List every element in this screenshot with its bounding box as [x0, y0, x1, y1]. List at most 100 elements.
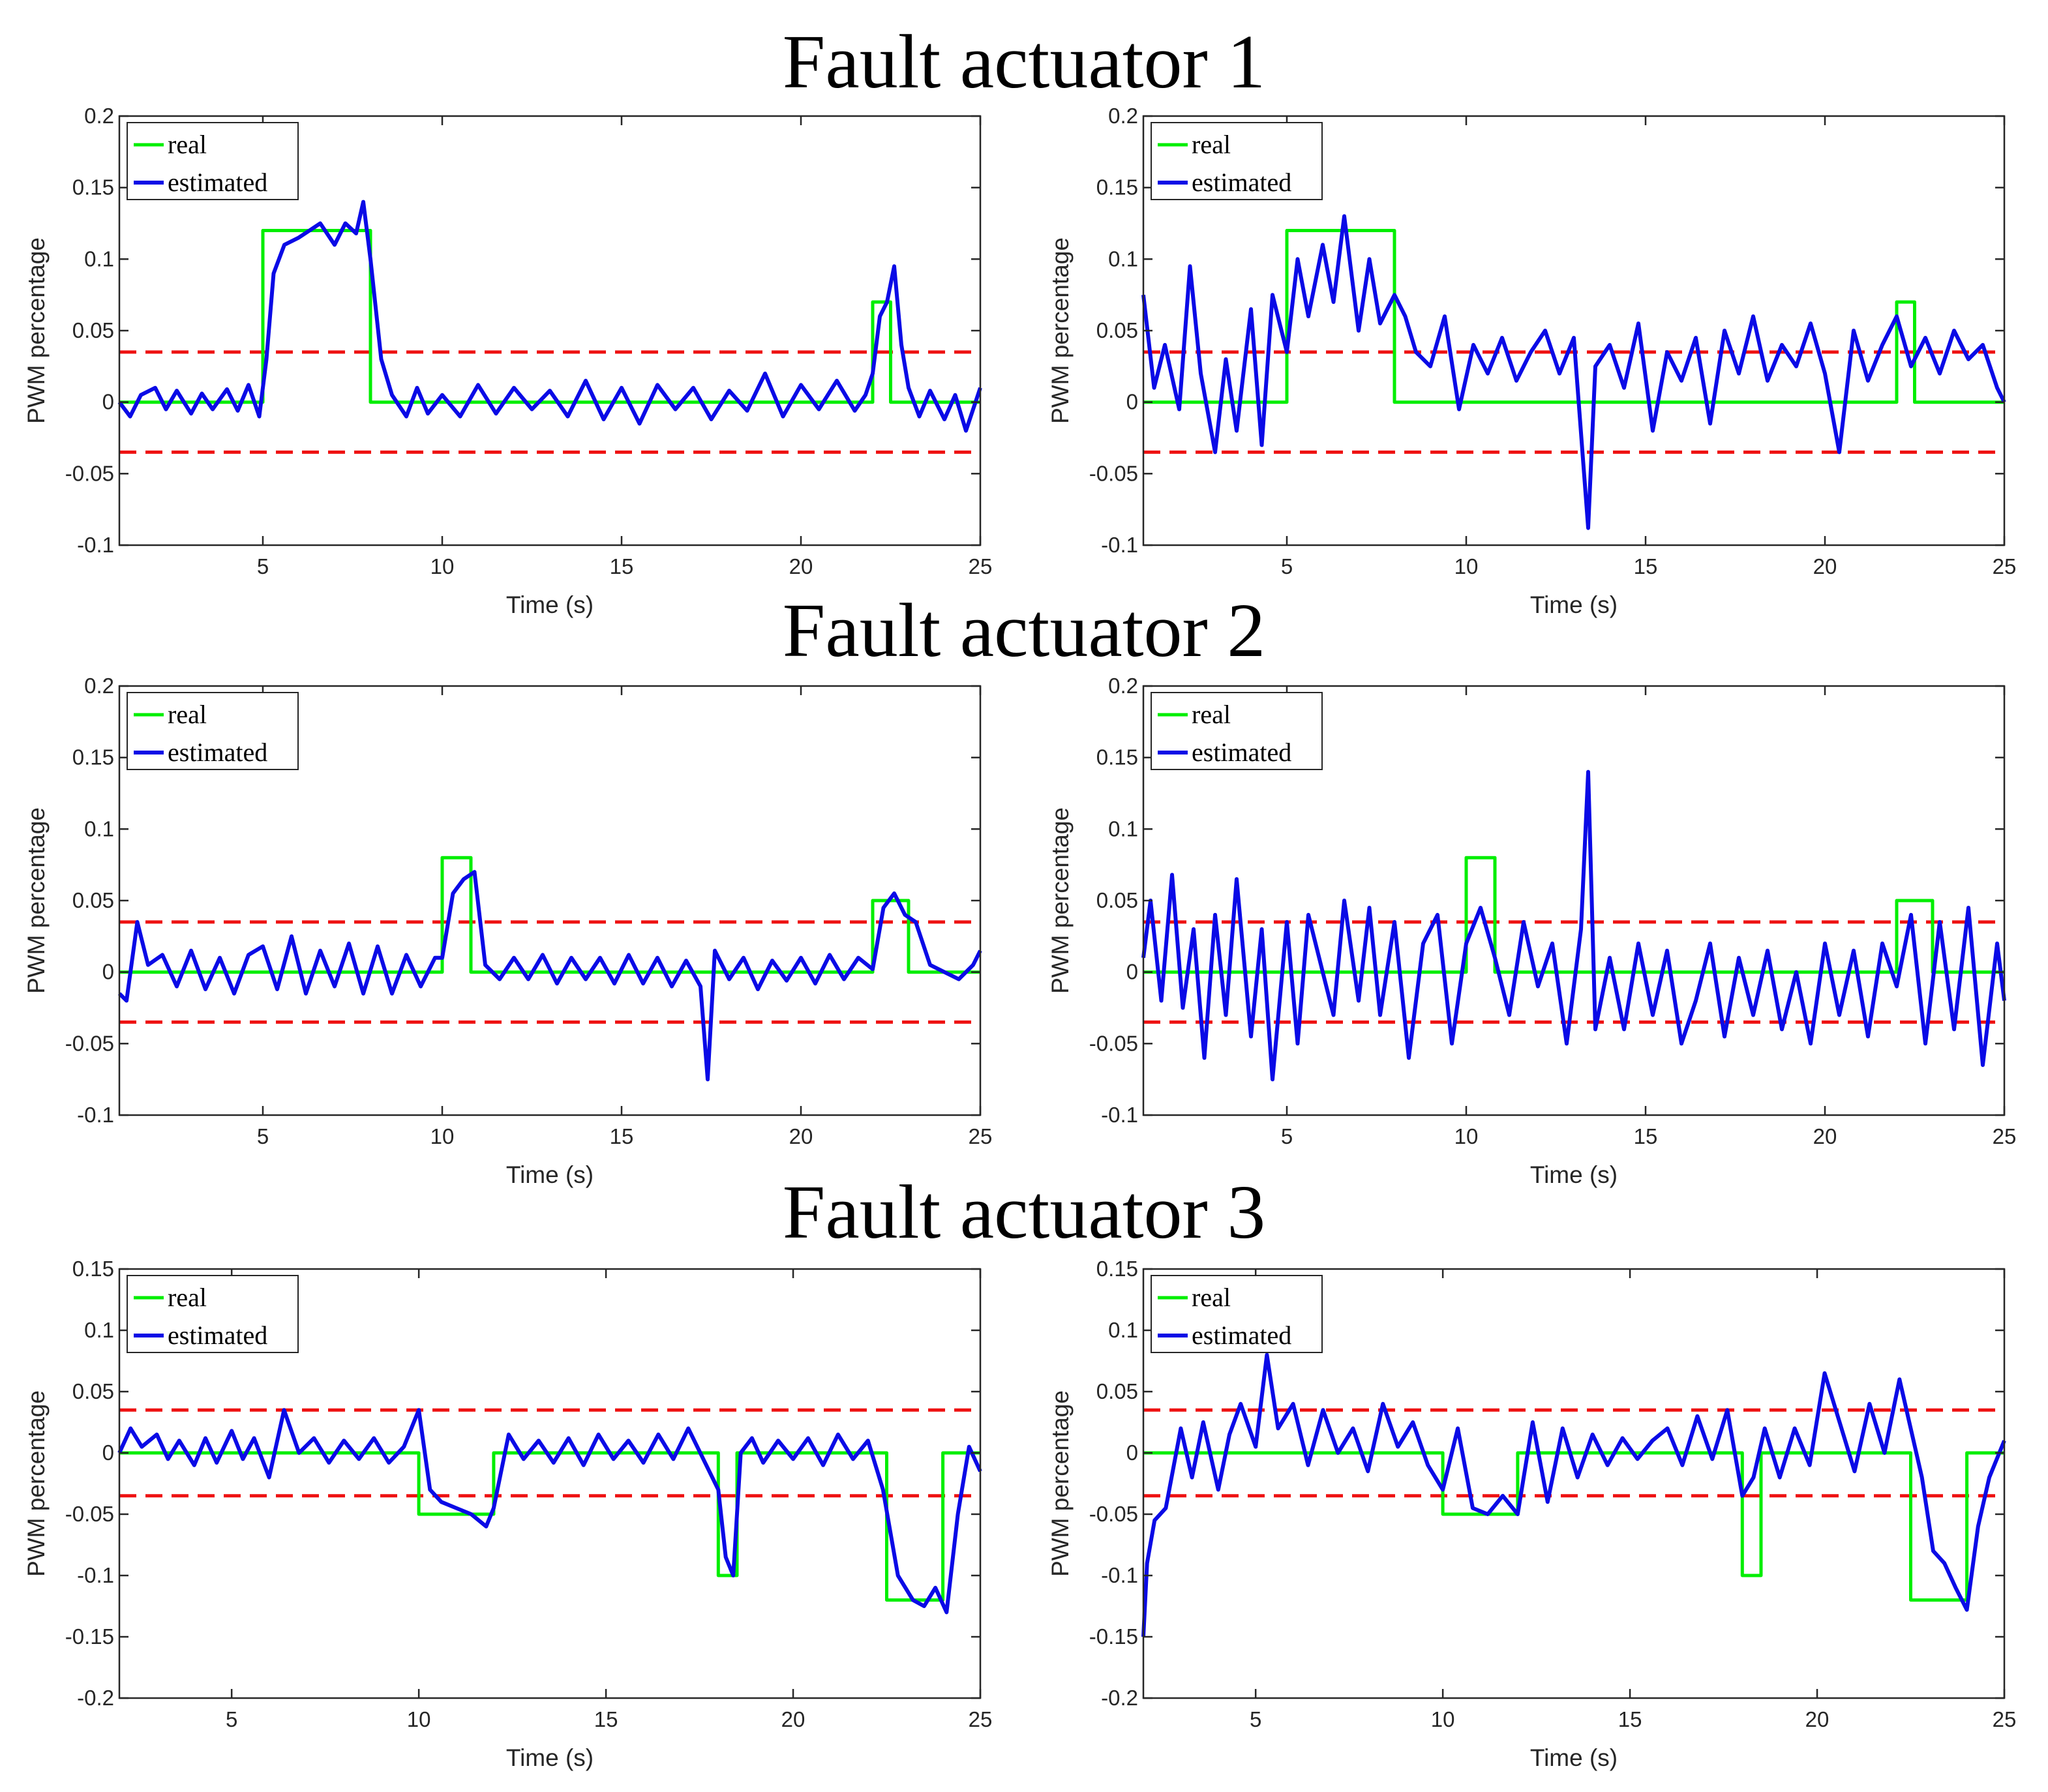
y-tick-label: 0.1 [84, 816, 114, 841]
legend-label-real: real [168, 130, 207, 159]
legend-label-estimated: estimated [168, 1321, 267, 1350]
legend-box [1151, 122, 1323, 200]
series-line-estimated [1141, 1352, 2006, 1637]
x-tick-label: 5 [1281, 554, 1293, 578]
y-tick-label: -0.05 [1089, 1502, 1138, 1526]
legend-label-estimated: estimated [168, 168, 267, 197]
chart-fault-actuator-3-right: 5 10 15 20 25 -0.2 -0.15 -0.1 -0.05 0 0.05 0.1 0.15 T… [1047, 1257, 2016, 1771]
y-tick-label: 0.15 [1096, 1257, 1138, 1281]
y-tick-label: 0.1 [84, 1318, 114, 1342]
x-tick-label: 15 [610, 554, 634, 578]
legend-label-real: real [168, 1283, 207, 1312]
y-axis-label: PWM percentage [23, 807, 50, 994]
x-tick-label: 5 [257, 1124, 269, 1148]
legend-label-real: real [1192, 700, 1231, 729]
x-axis-label: Time (s) [1530, 591, 1618, 618]
y-tick-label: 0.1 [1108, 816, 1138, 841]
x-axis-label: Time (s) [506, 1161, 594, 1188]
series-line-real [119, 229, 980, 404]
chart-fault-actuator-1-left: 5 10 15 20 25 -0.1 -0.05 0 0.05 0.1 0.15 0.2 Time (s… [23, 104, 993, 618]
legend-box [1151, 692, 1323, 770]
y-tick-label: -0.05 [65, 461, 114, 485]
y-tick-label: -0.1 [77, 533, 114, 557]
legend-box [127, 1275, 299, 1353]
y-tick-label: 0 [1126, 960, 1138, 984]
x-tick-label: 10 [430, 1124, 455, 1148]
y-tick-label: -0.15 [65, 1624, 114, 1649]
x-tick-label: 10 [407, 1707, 431, 1731]
x-tick-label: 25 [969, 1124, 993, 1148]
y-tick-label: -0.2 [1101, 1686, 1138, 1710]
y-axis-label: PWM percentage [1047, 807, 1074, 994]
y-tick-label: 0.05 [1096, 1379, 1138, 1403]
x-tick-label: 5 [257, 554, 269, 578]
y-tick-label: 0.2 [1108, 104, 1138, 128]
x-tick-label: 15 [1634, 554, 1658, 578]
legend-box [1151, 1275, 1323, 1353]
y-tick-label: -0.05 [1089, 1031, 1138, 1055]
legend-label-estimated: estimated [168, 738, 267, 767]
x-axis-label: Time (s) [506, 591, 594, 618]
y-tick-label: -0.1 [77, 1563, 114, 1587]
section-title-3: Fault actuator 3 [782, 1169, 1266, 1255]
y-tick-label: 0.15 [1096, 175, 1138, 200]
x-tick-label: 20 [1813, 554, 1837, 578]
y-axis-label: PWM percentage [1047, 237, 1074, 424]
x-tick-label: 25 [969, 554, 993, 578]
series-line-real [1143, 229, 2004, 404]
x-tick-label: 20 [781, 1707, 806, 1731]
series-line-real [119, 856, 980, 974]
x-tick-label: 5 [1281, 1124, 1293, 1148]
chart-fault-actuator-2-right: 5 10 15 20 25 -0.1 -0.05 0 0.05 0.1 0.15 0.2 Time (s… [1047, 674, 2017, 1188]
chart-fault-actuator-3-left: 5 10 15 20 25 -0.2 -0.15 -0.1 -0.05 0 0.05 0.1 0.15 T… [23, 1257, 993, 1771]
series-line-real [1143, 856, 2004, 974]
y-tick-label: -0.05 [1089, 461, 1138, 485]
y-tick-label: 0 [102, 390, 114, 414]
x-tick-label: 25 [1993, 554, 2017, 578]
x-axis-label: Time (s) [1530, 1161, 1618, 1188]
y-tick-label: -0.2 [77, 1686, 114, 1710]
x-tick-label: 25 [969, 1707, 993, 1731]
y-tick-label: 0.2 [1108, 674, 1138, 698]
y-tick-label: 0.2 [84, 674, 114, 698]
legend-box [127, 692, 299, 770]
x-tick-label: 10 [430, 554, 455, 578]
x-tick-label: 20 [789, 1124, 813, 1148]
y-tick-label: 0.15 [72, 1257, 114, 1281]
y-tick-label: -0.05 [65, 1502, 114, 1526]
x-tick-label: 10 [1431, 1707, 1455, 1731]
y-tick-label: 0.05 [72, 318, 114, 342]
series-line-estimated [117, 200, 982, 433]
y-tick-label: -0.1 [1101, 1103, 1138, 1127]
legend-label-estimated: estimated [1192, 1321, 1291, 1350]
x-tick-label: 15 [594, 1707, 618, 1731]
x-tick-label: 20 [789, 554, 813, 578]
y-tick-label: -0.15 [1089, 1624, 1138, 1649]
x-tick-label: 20 [1805, 1707, 1830, 1731]
section-title-1: Fault actuator 1 [782, 19, 1266, 104]
series-line-real [1143, 1451, 2004, 1602]
y-tick-label: 0 [1126, 1441, 1138, 1465]
y-tick-label: 0.1 [1108, 246, 1138, 271]
y-tick-label: 0.15 [72, 175, 114, 200]
y-tick-label: 0.05 [72, 1379, 114, 1403]
y-tick-label: 0 [1126, 390, 1138, 414]
y-tick-label: 0.1 [1108, 1318, 1138, 1342]
chart-fault-actuator-1-right: 5 10 15 20 25 -0.1 -0.05 0 0.05 0.1 0.15 0.2 Time (s… [1047, 104, 2017, 618]
y-tick-label: 0.05 [1096, 318, 1138, 342]
x-tick-label: 5 [1250, 1707, 1261, 1731]
y-tick-label: 0.05 [1096, 888, 1138, 912]
y-tick-label: -0.1 [1101, 533, 1138, 557]
y-axis-label: PWM percentage [23, 237, 50, 424]
x-tick-label: 10 [1454, 554, 1479, 578]
x-tick-label: 15 [1618, 1707, 1642, 1731]
y-tick-label: 0 [102, 1441, 114, 1465]
series-line-estimated [117, 1408, 982, 1615]
series-line-estimated [1141, 769, 2006, 1082]
y-axis-label: PWM percentage [23, 1390, 50, 1577]
x-tick-label: 25 [1993, 1124, 2017, 1148]
x-axis-label: Time (s) [506, 1744, 594, 1771]
x-tick-label: 15 [1634, 1124, 1658, 1148]
legend-box [127, 122, 299, 200]
section-title-2: Fault actuator 2 [782, 588, 1266, 673]
